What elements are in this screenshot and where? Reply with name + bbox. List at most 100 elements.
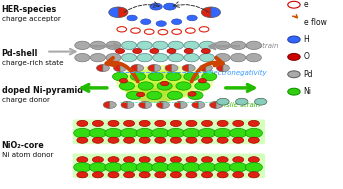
- Circle shape: [89, 128, 106, 138]
- Circle shape: [217, 157, 228, 163]
- Circle shape: [214, 128, 231, 138]
- Wedge shape: [206, 64, 212, 72]
- Circle shape: [141, 19, 151, 25]
- Circle shape: [127, 15, 137, 21]
- Circle shape: [92, 172, 103, 178]
- Circle shape: [233, 120, 244, 126]
- Circle shape: [217, 137, 228, 143]
- Circle shape: [105, 163, 122, 172]
- Wedge shape: [109, 7, 118, 18]
- Circle shape: [106, 53, 121, 62]
- Circle shape: [207, 71, 212, 74]
- Text: charge donor: charge donor: [2, 97, 50, 103]
- Wedge shape: [189, 64, 195, 72]
- Circle shape: [152, 128, 169, 138]
- Circle shape: [137, 53, 152, 62]
- Circle shape: [150, 49, 159, 53]
- Text: charge-rich state: charge-rich state: [2, 60, 63, 67]
- Text: Ni: Ni: [304, 87, 311, 96]
- Circle shape: [119, 78, 128, 83]
- Circle shape: [108, 120, 119, 126]
- Circle shape: [161, 81, 169, 86]
- Ellipse shape: [117, 66, 213, 99]
- Wedge shape: [182, 64, 189, 72]
- Ellipse shape: [134, 89, 178, 102]
- Circle shape: [248, 137, 259, 143]
- Circle shape: [126, 91, 141, 100]
- Circle shape: [153, 53, 168, 62]
- Circle shape: [184, 49, 193, 53]
- Circle shape: [166, 72, 181, 81]
- Circle shape: [155, 172, 166, 178]
- Wedge shape: [154, 64, 161, 72]
- Circle shape: [233, 137, 244, 143]
- Circle shape: [123, 172, 134, 178]
- Wedge shape: [216, 64, 223, 72]
- Wedge shape: [148, 64, 154, 72]
- Circle shape: [170, 172, 181, 178]
- Circle shape: [150, 3, 162, 10]
- Wedge shape: [121, 101, 128, 108]
- Circle shape: [168, 53, 184, 62]
- Circle shape: [202, 172, 213, 178]
- Circle shape: [217, 172, 228, 178]
- Circle shape: [92, 120, 103, 126]
- Circle shape: [147, 91, 162, 100]
- Circle shape: [186, 172, 197, 178]
- Wedge shape: [137, 64, 144, 72]
- Circle shape: [248, 172, 259, 178]
- Circle shape: [117, 27, 127, 32]
- Wedge shape: [216, 101, 223, 108]
- Wedge shape: [110, 101, 116, 108]
- Circle shape: [108, 137, 119, 143]
- Wedge shape: [223, 64, 229, 72]
- Circle shape: [186, 157, 197, 163]
- Circle shape: [139, 157, 150, 163]
- Text: charge acceptor: charge acceptor: [2, 16, 61, 22]
- Circle shape: [119, 82, 134, 90]
- Circle shape: [201, 49, 210, 53]
- Text: Pd: Pd: [304, 70, 313, 79]
- Circle shape: [199, 163, 216, 172]
- Circle shape: [106, 41, 121, 50]
- Circle shape: [139, 172, 150, 178]
- Circle shape: [255, 98, 267, 105]
- Circle shape: [137, 41, 152, 50]
- Circle shape: [123, 120, 134, 126]
- Text: HER-species: HER-species: [2, 5, 57, 14]
- Circle shape: [167, 163, 185, 172]
- Circle shape: [230, 163, 247, 172]
- Circle shape: [113, 72, 128, 81]
- Wedge shape: [172, 64, 178, 72]
- Circle shape: [246, 41, 261, 50]
- Circle shape: [248, 157, 259, 163]
- Circle shape: [202, 157, 213, 163]
- Circle shape: [90, 53, 105, 62]
- Circle shape: [248, 120, 259, 126]
- Circle shape: [186, 120, 197, 126]
- Wedge shape: [131, 64, 137, 72]
- Wedge shape: [139, 101, 145, 108]
- Wedge shape: [96, 64, 103, 72]
- Text: Ni atom donor: Ni atom donor: [2, 152, 53, 158]
- Wedge shape: [198, 101, 205, 108]
- Wedge shape: [199, 64, 206, 72]
- Circle shape: [136, 163, 153, 172]
- Circle shape: [138, 82, 153, 90]
- Circle shape: [215, 41, 230, 50]
- Wedge shape: [103, 101, 110, 108]
- Text: e flow: e flow: [304, 18, 327, 27]
- Circle shape: [288, 36, 300, 43]
- Circle shape: [74, 163, 91, 172]
- Circle shape: [167, 91, 182, 100]
- Circle shape: [153, 41, 168, 50]
- Text: Compressive strain: Compressive strain: [211, 43, 279, 49]
- Circle shape: [155, 137, 166, 143]
- Circle shape: [77, 137, 88, 143]
- Circle shape: [167, 49, 176, 53]
- Circle shape: [139, 137, 150, 143]
- Circle shape: [105, 128, 122, 138]
- Circle shape: [120, 128, 138, 138]
- Wedge shape: [181, 101, 187, 108]
- Circle shape: [245, 163, 262, 172]
